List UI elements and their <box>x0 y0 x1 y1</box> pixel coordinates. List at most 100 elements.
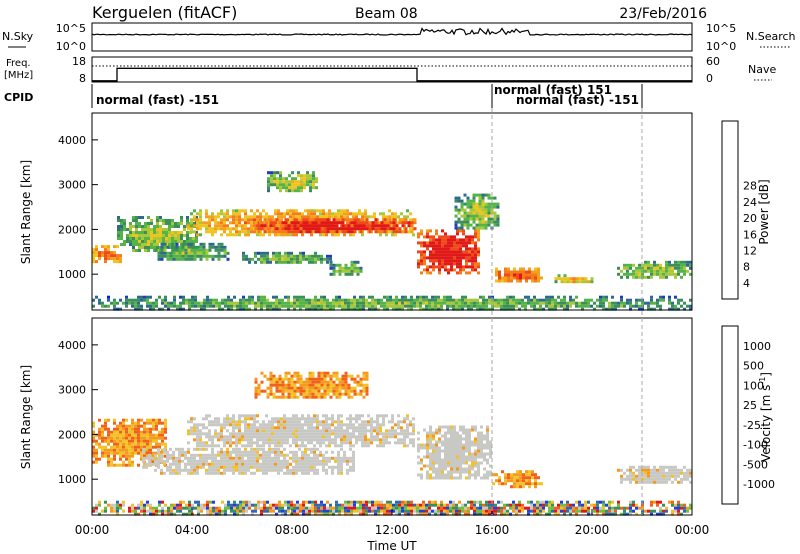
velocity-cell <box>364 426 367 430</box>
velocity-cell <box>274 456 277 460</box>
power-cell <box>206 298 209 302</box>
power-cell <box>356 227 360 231</box>
power-cell <box>456 229 459 233</box>
velocity-cell <box>468 431 471 435</box>
velocity-cell <box>205 441 208 445</box>
velocity-cell <box>326 374 330 378</box>
velocity-cell <box>95 433 98 437</box>
velocity-cell <box>323 395 327 399</box>
velocity-cell <box>331 429 334 433</box>
velocity-cell <box>468 434 471 438</box>
velocity-cell <box>224 503 227 507</box>
velocity-cell <box>110 509 113 513</box>
power-cell <box>386 301 389 305</box>
velocity-cell <box>110 433 113 437</box>
power-cell <box>453 247 456 251</box>
power-cell <box>220 212 223 216</box>
power-cell <box>141 231 144 234</box>
velocity-cell <box>137 445 140 449</box>
power-cell <box>335 224 339 228</box>
power-cell <box>144 243 147 246</box>
velocity-cell <box>477 461 480 465</box>
power-cell <box>193 245 197 249</box>
velocity-cell <box>217 465 220 469</box>
velocity-cell <box>316 456 319 460</box>
power-cell <box>193 209 196 213</box>
power-cell <box>386 224 390 228</box>
velocity-cell <box>349 423 352 427</box>
velocity-cell <box>438 425 441 429</box>
power-cell <box>125 304 128 308</box>
power-cell <box>309 186 312 190</box>
velocity-cell <box>316 441 319 445</box>
power-cell <box>317 254 320 258</box>
velocity-cell <box>241 438 244 442</box>
power-cell <box>507 276 510 280</box>
power-cell <box>306 177 309 181</box>
velocity-cell <box>226 435 229 439</box>
velocity-cell <box>142 456 145 460</box>
power-colorbar-tick-5: 24 <box>743 196 757 209</box>
velocity-cell <box>265 468 268 472</box>
power-cell <box>530 301 533 305</box>
velocity-cell <box>104 427 107 431</box>
power-cell <box>183 225 186 228</box>
power-cell <box>686 260 689 264</box>
velocity-cell <box>241 456 244 460</box>
power-cell <box>329 257 332 261</box>
velocity-cell <box>662 480 665 484</box>
velocity-cell <box>341 377 345 381</box>
power-cell <box>202 224 205 228</box>
velocity-cell <box>326 380 330 384</box>
power-cell <box>432 256 435 260</box>
power-cell <box>95 254 98 258</box>
power-cell <box>338 263 342 267</box>
power-cell <box>107 295 110 299</box>
power-cell <box>292 233 295 237</box>
velocity-cell <box>271 447 274 451</box>
velocity-cell <box>218 512 221 516</box>
velocity-cell <box>635 480 638 484</box>
power-cell <box>262 233 265 237</box>
power-cell <box>581 280 585 284</box>
velocity-cell <box>347 389 351 393</box>
power-cell <box>150 237 153 240</box>
power-cell <box>316 215 319 219</box>
power-cell <box>501 276 504 280</box>
power-cell <box>358 209 361 213</box>
velocity-cell <box>235 453 238 457</box>
power-cell <box>310 209 313 213</box>
power-cell <box>164 295 167 299</box>
velocity-cell <box>125 418 128 422</box>
power-cell <box>235 209 238 213</box>
power-cell <box>668 266 671 270</box>
power-cell <box>341 218 345 222</box>
velocity-cell <box>250 447 253 451</box>
velocity-cell <box>242 509 245 513</box>
velocity-cell <box>274 426 277 430</box>
power-cell <box>98 301 101 305</box>
velocity-cell <box>116 451 119 455</box>
velocity-cell <box>338 386 342 390</box>
power-cell <box>263 301 266 305</box>
power-cell <box>175 242 179 246</box>
velocity-cell <box>331 456 334 460</box>
power-cell <box>423 235 426 239</box>
power-cell <box>132 234 135 237</box>
velocity-cell <box>212 509 215 513</box>
power-cell <box>496 220 500 224</box>
power-cell <box>441 256 444 260</box>
power-cell <box>146 304 149 308</box>
velocity-cell <box>280 420 283 424</box>
velocity-cell <box>323 371 327 375</box>
power-cell <box>247 218 250 222</box>
power-cell <box>175 248 179 252</box>
velocity-cell <box>259 432 262 436</box>
velocity-cell <box>205 414 208 418</box>
velocity-cell <box>489 470 492 474</box>
power-cell <box>447 241 450 245</box>
power-cell <box>407 307 410 311</box>
power-cell <box>208 242 212 246</box>
power-ytick-label-0: 1000 <box>58 268 86 281</box>
power-cell <box>395 227 399 231</box>
